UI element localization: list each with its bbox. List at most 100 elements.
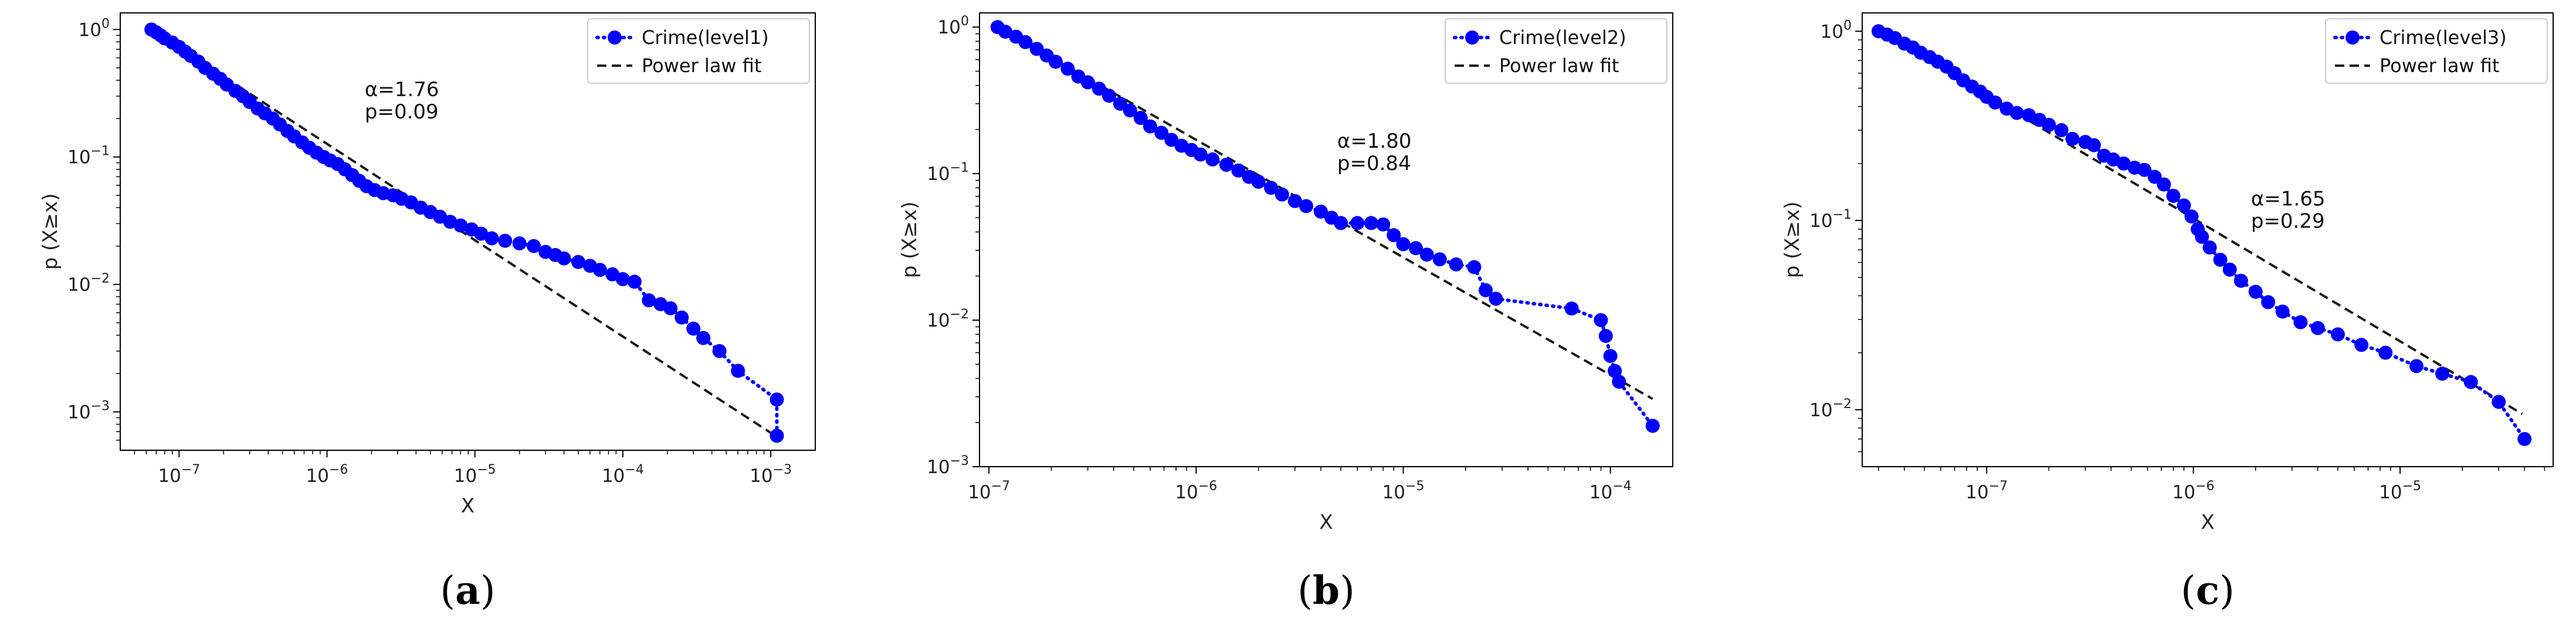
data-point — [2261, 295, 2276, 310]
data-point — [1133, 111, 1148, 125]
panel-c: 10−7 10−6 10−5 10−2 10−1 100 Xp (X≥x) α=1.65p=0… — [1781, 12, 2554, 613]
legend-series-label: Crime(level3) — [2380, 26, 2507, 49]
y-tick-label: 100 — [938, 14, 969, 38]
data-point — [1029, 42, 1044, 56]
data-point — [2354, 338, 2369, 352]
data-point — [512, 236, 527, 251]
y-tick-label: 100 — [1821, 18, 1852, 42]
data-point — [2463, 375, 2478, 389]
legend-box — [587, 18, 810, 84]
p-value-annotation: p=0.29 — [2251, 209, 2325, 233]
data-point — [1612, 375, 1626, 389]
y-tick-label: 10−2 — [927, 307, 969, 331]
data-point — [770, 429, 784, 443]
data-point — [474, 226, 489, 241]
legend-fit-label: Power law fit — [1499, 55, 1619, 77]
data-point — [674, 310, 689, 325]
data-point — [1988, 95, 2002, 110]
data-point — [642, 293, 656, 308]
data-point — [1408, 241, 1423, 256]
data-point — [1080, 75, 1095, 90]
data-point — [2166, 188, 2181, 203]
x-tick-label: 10−7 — [158, 463, 200, 487]
data-point — [1219, 157, 1233, 172]
data-point — [1193, 147, 1208, 162]
data-point — [2009, 106, 2024, 120]
data-point — [2492, 395, 2506, 409]
y-axis-label: p (X≥x) — [1781, 202, 1804, 278]
data-point — [1489, 291, 1503, 306]
panel-caption: (c) — [2181, 568, 2235, 613]
data-point — [1313, 205, 1328, 219]
x-tick-label: 10−6 — [1175, 479, 1217, 503]
data-point — [2202, 240, 2217, 255]
data-point — [1350, 216, 1365, 230]
y-tick-label: 10−3 — [927, 454, 969, 478]
data-point — [2310, 321, 2325, 335]
data-point — [731, 363, 745, 378]
data-point — [557, 251, 571, 266]
panel-caption: (b) — [1297, 568, 1355, 613]
data-point — [1467, 260, 1482, 274]
data-point — [1113, 96, 1127, 111]
data-point — [663, 301, 678, 315]
data-point — [1154, 125, 1169, 140]
data-point — [1564, 301, 1579, 316]
panel-caption: (a) — [440, 568, 495, 613]
data-point — [1376, 217, 1391, 232]
y-tick-label: 10−1 — [927, 161, 969, 185]
data-point — [1231, 163, 1246, 178]
data-point — [1143, 119, 1157, 134]
legend: Crime(level3) Power law fit — [2325, 18, 2548, 84]
data-point — [453, 218, 468, 233]
alpha-annotation: α=1.76 — [365, 78, 439, 101]
legend-box — [1445, 18, 1667, 84]
data-point — [2330, 327, 2345, 342]
data-point — [2378, 345, 2393, 360]
data-point — [770, 392, 784, 407]
legend-series-marker — [2345, 30, 2360, 45]
data-point — [1598, 329, 1613, 344]
data-point — [2022, 108, 2036, 123]
legend-series-marker — [608, 30, 622, 45]
data-point — [1264, 181, 1279, 195]
data-point — [1287, 193, 1302, 208]
x-tick-label: 10−7 — [968, 479, 1010, 503]
data-point — [1594, 313, 1608, 328]
data-point — [1092, 81, 1106, 96]
data-point — [1396, 237, 1411, 252]
x-tick-label: 10−5 — [2379, 479, 2421, 503]
data-point — [1299, 199, 1314, 213]
data-point — [2137, 162, 2152, 177]
data-point — [1449, 257, 1463, 272]
y-tick-label: 10−1 — [67, 144, 110, 168]
data-point — [2195, 229, 2209, 244]
data-point — [1205, 152, 1220, 167]
data-point — [998, 25, 1013, 39]
data-point — [2517, 431, 2532, 446]
data-point — [2054, 123, 2069, 138]
legend-fit-label: Power law fit — [642, 55, 761, 77]
data-point — [686, 321, 701, 336]
data-point — [571, 254, 585, 269]
axes-frame — [1862, 12, 2554, 467]
data-point — [1101, 89, 1116, 103]
legend-series-marker — [1465, 30, 1479, 45]
data-point — [696, 331, 711, 345]
data-point — [1251, 175, 1266, 189]
x-tick-label: 10−6 — [306, 463, 348, 487]
data-point — [2435, 366, 2450, 381]
data-point — [2042, 118, 2056, 132]
data-point — [1060, 62, 1075, 76]
alpha-annotation: α=1.65 — [2251, 187, 2326, 210]
data-point — [1018, 35, 1033, 49]
y-axis-label: p (X≥x) — [898, 202, 921, 278]
p-value-annotation: p=0.84 — [1337, 152, 1411, 175]
data-point — [627, 274, 642, 289]
data-point — [2116, 156, 2131, 171]
legend: Crime(level2) Power law fit — [1445, 18, 1667, 84]
data-point — [2184, 209, 2199, 224]
data-point — [527, 239, 541, 253]
y-tick-label: 10−1 — [1809, 208, 1852, 232]
